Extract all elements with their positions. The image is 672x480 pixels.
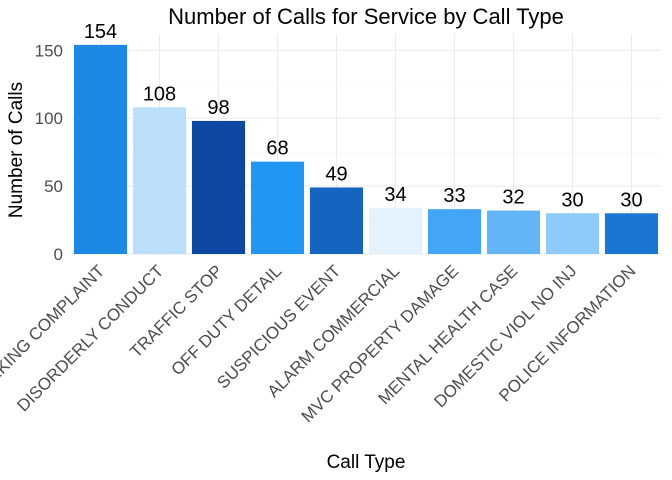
data-label: 154 (84, 21, 117, 43)
bar (368, 207, 423, 254)
data-label: 49 (325, 163, 347, 185)
bar (427, 209, 482, 254)
x-tick-label: OFF DUTY DETAIL (167, 261, 285, 379)
data-label: 32 (502, 187, 524, 209)
y-axis-title: Number of Calls (6, 82, 27, 218)
data-label: 108 (143, 83, 176, 105)
chart-title: Number of Calls for Service by Call Type (168, 4, 564, 29)
data-label: 30 (620, 189, 642, 211)
data-label: 33 (443, 185, 465, 207)
data-label: 98 (207, 97, 229, 119)
bar (191, 120, 246, 255)
y-tick-label: 50 (44, 177, 63, 196)
y-tick-label: 150 (35, 41, 63, 60)
y-tick-label: 100 (35, 109, 63, 128)
data-label: 30 (561, 189, 583, 211)
y-tick-label: 0 (54, 245, 63, 264)
data-label: 68 (266, 138, 288, 160)
bar (486, 210, 541, 254)
data-labels: 154 108 98 68 49 34 33 32 30 30 (84, 21, 643, 211)
x-axis-title: Call Type (327, 452, 406, 473)
y-axis-ticks: 0 50 100 150 (35, 41, 63, 264)
data-label: 34 (384, 184, 406, 206)
bar (132, 107, 187, 254)
bar (545, 213, 600, 254)
bar (604, 213, 659, 254)
bar (73, 44, 128, 254)
bar (309, 187, 364, 254)
bars (73, 44, 659, 255)
bar (250, 161, 305, 254)
